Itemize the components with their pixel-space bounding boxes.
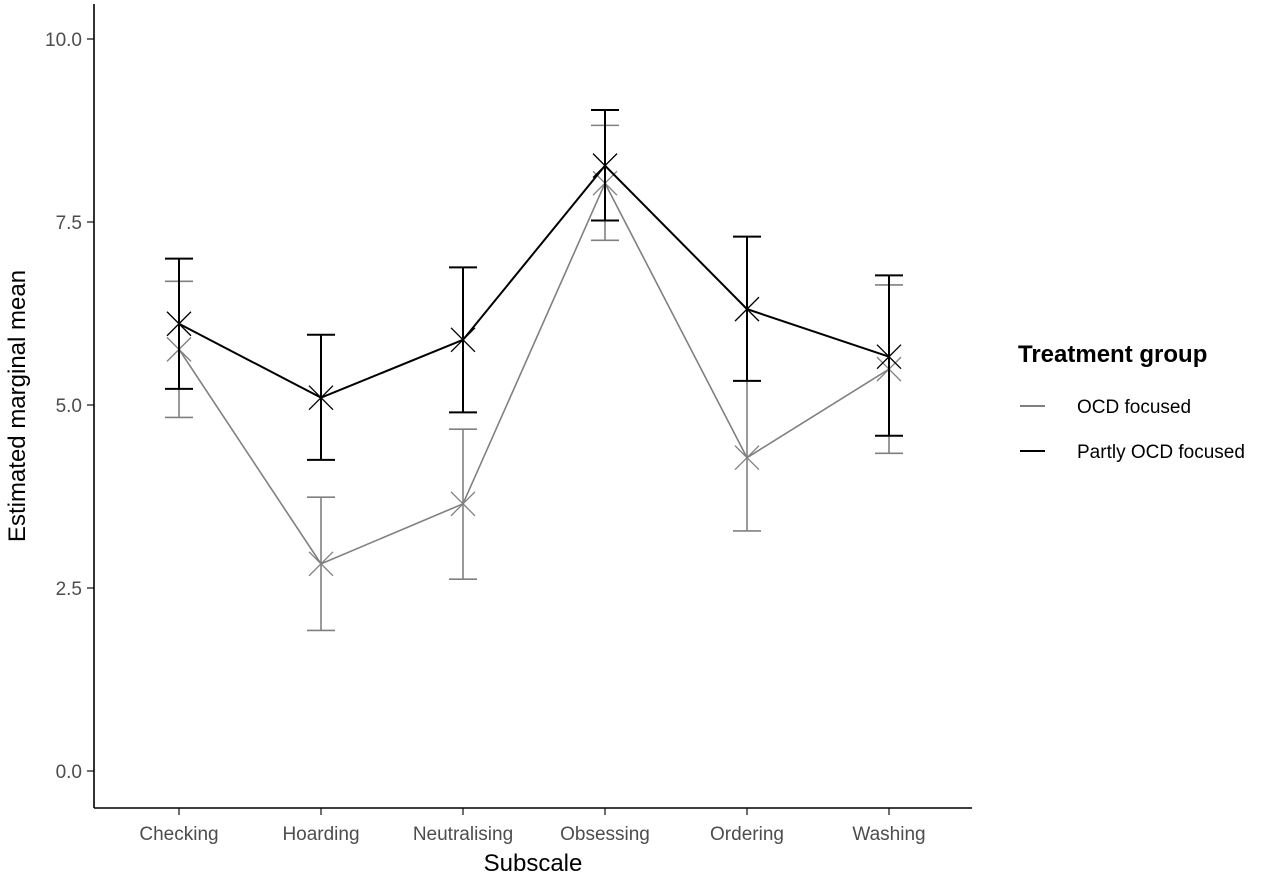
x-tick-label-washing: Washing bbox=[852, 824, 925, 845]
legend-label: Partly OCD focused bbox=[1077, 442, 1245, 463]
y-tick-label: 7.5 bbox=[56, 213, 82, 234]
x-tick-label-hoarding: Hoarding bbox=[282, 824, 359, 845]
point-ocd-focused-hoarding bbox=[308, 551, 334, 577]
x-tick-label-neutralising: Neutralising bbox=[413, 824, 513, 845]
y-tick-label: 10.0 bbox=[45, 30, 82, 51]
x-axis-title: Subscale bbox=[484, 850, 583, 877]
series-layer bbox=[165, 109, 903, 632]
point-ocd-focused-ordering bbox=[734, 445, 760, 471]
error-bar-ocd-focused-ordering bbox=[733, 380, 761, 532]
point-partly-ocd-focused-washing bbox=[876, 344, 902, 370]
legend-item-ocd-focused: OCD focused bbox=[1020, 397, 1191, 418]
point-partly-ocd-focused-ordering bbox=[734, 296, 760, 322]
y-axis-title: Estimated marginal mean bbox=[4, 270, 31, 542]
y-tick-label: 2.5 bbox=[56, 579, 82, 600]
legend-item-partly-ocd-focused: Partly OCD focused bbox=[1020, 442, 1245, 463]
error-bar-partly-ocd-focused-washing bbox=[875, 274, 903, 437]
series-line-ocd-focused bbox=[178, 181, 890, 565]
point-partly-ocd-focused-neutralising bbox=[450, 327, 476, 353]
point-partly-ocd-focused-hoarding bbox=[308, 385, 334, 411]
legend-label: OCD focused bbox=[1077, 397, 1191, 418]
y-tick-label: 0.0 bbox=[56, 762, 82, 783]
x-tick-label-ordering: Ordering bbox=[710, 824, 784, 845]
point-partly-ocd-focused-checking bbox=[166, 311, 192, 337]
legend: Treatment group OCD focused Partly OCD fo… bbox=[1018, 341, 1245, 463]
series-line-partly-ocd-focused bbox=[178, 164, 890, 399]
y-axis-ticks: 0.0 2.5 5.0 7.5 10.0 bbox=[45, 30, 94, 783]
y-tick-label: 5.0 bbox=[56, 396, 82, 417]
x-tick-label-obsessing: Obsessing bbox=[560, 824, 650, 845]
x-tick-label-checking: Checking bbox=[139, 824, 218, 845]
point-ocd-focused-neutralising bbox=[450, 491, 476, 517]
series-partly-ocd-focused bbox=[165, 109, 903, 461]
x-axis-ticks: Checking Hoarding Neutralising Obsessing Ord… bbox=[139, 808, 926, 845]
point-partly-ocd-focused-obsessing bbox=[592, 153, 618, 179]
legend-title: Treatment group bbox=[1018, 341, 1207, 368]
series-ocd-focused bbox=[165, 124, 903, 632]
